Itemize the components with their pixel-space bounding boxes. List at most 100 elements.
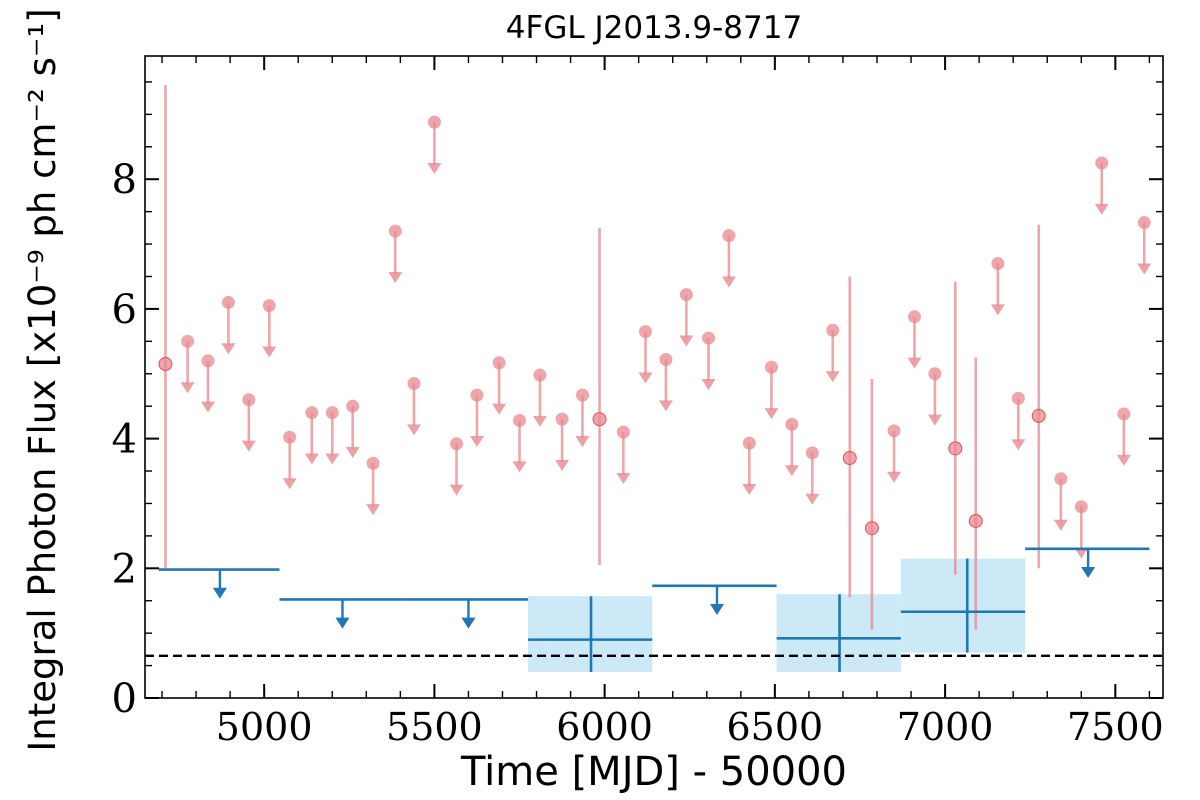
monthly-upper-limit-arrow bbox=[658, 400, 673, 412]
yearly-upper-limit-arrow bbox=[709, 603, 724, 615]
monthly-upper-limit-point bbox=[659, 352, 673, 366]
x-tick-label: 6000 bbox=[556, 705, 653, 749]
monthly-upper-limit-arrow bbox=[180, 382, 195, 394]
y-tick-label: 6 bbox=[112, 287, 137, 333]
monthly-upper-limit-arrow bbox=[721, 276, 736, 288]
monthly-detection-point bbox=[968, 513, 983, 528]
monthly-upper-limit-arrow bbox=[679, 335, 694, 347]
monthly-upper-limit-point bbox=[533, 368, 547, 382]
monthly-upper-limit-point bbox=[742, 436, 756, 450]
monthly-upper-limit-arrow bbox=[555, 460, 570, 472]
monthly-upper-limit-arrow bbox=[701, 378, 716, 390]
monthly-detection-point bbox=[864, 521, 879, 536]
monthly-upper-limit-point bbox=[1117, 407, 1131, 421]
monthly-upper-limit-arrow bbox=[638, 372, 653, 384]
monthly-upper-limit-arrow bbox=[742, 484, 757, 496]
monthly-upper-limit-arrow bbox=[1094, 203, 1109, 215]
monthly-upper-limit-arrow bbox=[262, 346, 277, 358]
monthly-detection-point bbox=[1031, 408, 1046, 423]
monthly-upper-limit-point bbox=[325, 406, 339, 420]
monthly-upper-limit-arrow bbox=[1074, 547, 1089, 559]
monthly-upper-limit-arrow bbox=[406, 424, 421, 436]
monthly-upper-limit-point bbox=[201, 354, 215, 368]
x-tick-label: 5500 bbox=[386, 705, 483, 749]
monthly-upper-limit-point bbox=[638, 325, 652, 339]
monthly-upper-limit-point bbox=[181, 334, 195, 348]
monthly-upper-limit-point bbox=[991, 257, 1005, 271]
monthly-upper-limit-arrow bbox=[512, 461, 527, 473]
monthly-upper-limit-arrow bbox=[221, 343, 236, 355]
monthly-upper-limit-point bbox=[407, 376, 421, 390]
y-tick-label: 8 bbox=[112, 157, 137, 203]
plot-frame bbox=[144, 55, 1164, 699]
yearly-upper-limit-arrow bbox=[212, 587, 227, 599]
yearly-error-band bbox=[900, 558, 1026, 653]
monthly-upper-limit-point bbox=[555, 412, 569, 426]
monthly-upper-limit-point bbox=[826, 323, 840, 337]
monthly-upper-limit-arrow bbox=[805, 493, 820, 505]
monthly-upper-limit-point bbox=[366, 456, 380, 470]
monthly-upper-limit-arrow bbox=[575, 436, 590, 448]
monthly-upper-limit-arrow bbox=[388, 271, 403, 283]
monthly-upper-limit-arrow bbox=[325, 453, 340, 465]
monthly-upper-limit-point bbox=[346, 399, 360, 413]
monthly-upper-limit-arrow bbox=[927, 414, 942, 426]
monthly-upper-limit-arrow bbox=[449, 484, 464, 496]
monthly-upper-limit-arrow bbox=[1116, 454, 1131, 466]
monthly-upper-limit-point bbox=[283, 430, 297, 444]
monthly-upper-limit-point bbox=[1137, 216, 1151, 230]
monthly-upper-limit-point bbox=[1095, 156, 1109, 170]
monthly-upper-limit-point bbox=[701, 331, 715, 345]
y-tick-label: 2 bbox=[112, 546, 137, 592]
yearly-upper-limit-arrow bbox=[1081, 567, 1096, 579]
monthly-upper-limit-point bbox=[576, 388, 590, 402]
monthly-upper-limit-arrow bbox=[616, 473, 631, 484]
x-tick-label: 5000 bbox=[216, 705, 313, 749]
axis-ticks: 5000 5500 6000 6500 7000 7500 0 2 4 6 8 bbox=[112, 56, 1164, 749]
monthly-upper-limit-arrow bbox=[200, 401, 215, 413]
monthly-upper-limit-point bbox=[470, 388, 484, 402]
monthly-upper-limit-point bbox=[262, 299, 276, 313]
monthly-upper-limit-arrow bbox=[1011, 439, 1026, 451]
monthly-upper-limit-arrow bbox=[282, 478, 297, 490]
monthly-upper-limit-arrow bbox=[1137, 263, 1152, 275]
monthly-upper-limit-point bbox=[221, 295, 235, 309]
monthly-upper-limit-arrow bbox=[304, 453, 319, 465]
monthly-upper-limit-point bbox=[616, 425, 630, 439]
monthly-upper-limit-arrow bbox=[764, 408, 779, 420]
monthly-upper-limit-point bbox=[305, 406, 319, 420]
monthly-upper-limit-arrow bbox=[825, 371, 840, 383]
x-tick-label: 7500 bbox=[1067, 705, 1164, 749]
monthly-upper-limit-arrow bbox=[427, 163, 442, 175]
monthly-upper-limit-point bbox=[450, 437, 464, 451]
monthly-upper-limit-point bbox=[805, 446, 819, 460]
y-tick-label: 0 bbox=[112, 676, 137, 722]
yearly-upper-limit-arrow bbox=[461, 617, 476, 629]
monthly-upper-limit-arrow bbox=[887, 471, 902, 483]
monthly-upper-limit-point bbox=[722, 229, 736, 243]
plot-area bbox=[145, 85, 1163, 673]
yearly-upper-limit-arrow bbox=[335, 617, 350, 629]
monthly-upper-limit-point bbox=[928, 367, 942, 381]
monthly-upper-limit-arrow bbox=[366, 504, 381, 516]
monthly-upper-limit-arrow bbox=[492, 403, 507, 415]
x-tick-label: 7000 bbox=[897, 705, 994, 749]
x-axis-label: Time [MJD] - 50000 bbox=[460, 749, 847, 795]
monthly-detection-point bbox=[948, 441, 963, 456]
monthly-upper-limit-point bbox=[887, 424, 901, 438]
monthly-upper-limit-point bbox=[907, 310, 921, 324]
y-tick-label: 4 bbox=[112, 417, 137, 463]
monthly-upper-limit-point bbox=[242, 393, 256, 407]
monthly-upper-limit-point bbox=[513, 413, 527, 427]
monthly-upper-limit-arrow bbox=[784, 465, 799, 477]
monthly-upper-limit-point bbox=[785, 417, 799, 431]
monthly-upper-limit-point bbox=[679, 288, 693, 302]
y-axis-label: Integral Photon Flux [x10⁻⁹ ph cm⁻² s⁻¹] bbox=[21, 8, 64, 751]
monthly-upper-limit-point bbox=[1054, 472, 1068, 486]
monthly-upper-limit-arrow bbox=[990, 304, 1005, 316]
monthly-upper-limit-point bbox=[764, 360, 778, 374]
monthly-upper-limit-arrow bbox=[345, 447, 360, 459]
monthly-detection-point bbox=[158, 357, 173, 372]
chart-title: 4FGL J2013.9-8717 bbox=[506, 10, 802, 46]
